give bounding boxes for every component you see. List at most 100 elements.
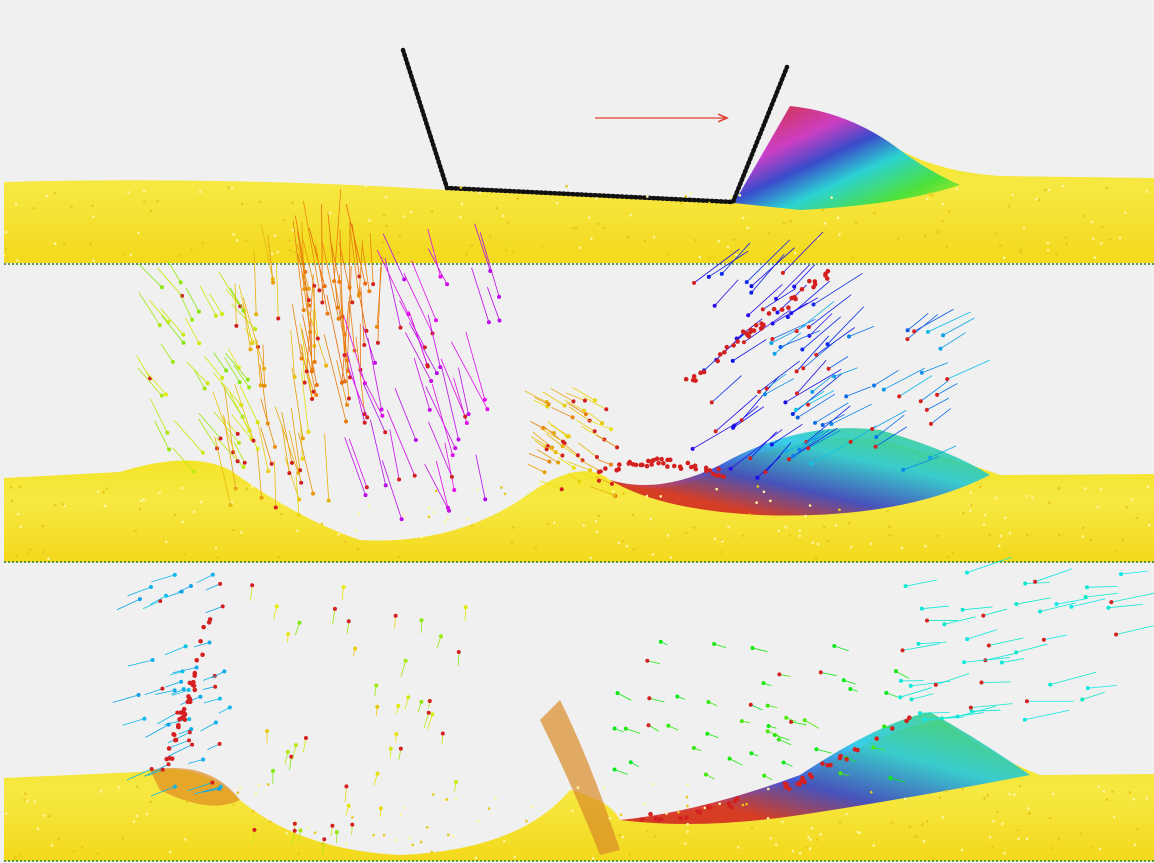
grain bbox=[869, 542, 873, 545]
velocity-vector bbox=[174, 420, 204, 453]
surface-particle bbox=[192, 687, 198, 693]
grain bbox=[804, 845, 808, 849]
particle bbox=[905, 328, 910, 333]
grain bbox=[1052, 792, 1055, 796]
particle bbox=[453, 780, 458, 785]
surface-particle bbox=[649, 462, 654, 467]
velocity-vector bbox=[289, 756, 292, 771]
grain bbox=[890, 821, 894, 824]
particle bbox=[250, 341, 255, 346]
velocity-vector bbox=[843, 679, 856, 685]
velocity-vector bbox=[186, 361, 208, 384]
particle bbox=[728, 466, 733, 471]
velocity-vector bbox=[1111, 592, 1154, 603]
grain bbox=[821, 209, 825, 212]
grain bbox=[925, 820, 929, 823]
grain bbox=[791, 849, 795, 853]
particle bbox=[882, 724, 887, 729]
grain bbox=[297, 852, 300, 855]
velocity-vector bbox=[820, 671, 837, 677]
velocity-vector bbox=[919, 712, 950, 714]
particle bbox=[398, 325, 403, 330]
particle bbox=[298, 468, 303, 473]
particle bbox=[270, 768, 275, 773]
particle bbox=[908, 683, 913, 688]
grain bbox=[356, 547, 360, 551]
velocity-vector bbox=[487, 287, 500, 321]
particle bbox=[218, 436, 223, 441]
velocity-vector bbox=[834, 645, 849, 652]
velocity-vector bbox=[300, 371, 309, 432]
velocity-vector bbox=[799, 430, 824, 450]
particle bbox=[797, 447, 802, 452]
particle bbox=[220, 604, 225, 609]
velocity-vector bbox=[588, 419, 612, 430]
particle bbox=[406, 695, 411, 700]
particle bbox=[190, 742, 195, 747]
velocity-vector bbox=[347, 367, 368, 418]
particle bbox=[170, 359, 175, 364]
velocity-vector bbox=[167, 744, 193, 757]
velocity-vector bbox=[138, 263, 163, 288]
particle bbox=[765, 703, 770, 708]
velocity-vector bbox=[295, 622, 300, 636]
particle bbox=[304, 369, 309, 374]
surface-particle bbox=[717, 352, 723, 357]
particle bbox=[829, 422, 834, 427]
grain bbox=[816, 542, 820, 546]
velocity-vector bbox=[808, 294, 852, 328]
particle bbox=[271, 280, 276, 285]
velocity-vector bbox=[967, 629, 998, 640]
grain bbox=[70, 205, 73, 208]
particle bbox=[1114, 632, 1119, 637]
particle bbox=[242, 460, 247, 465]
velocity-vector bbox=[1108, 604, 1143, 609]
grain bbox=[1057, 837, 1061, 841]
particle bbox=[922, 717, 927, 722]
velocity-vector bbox=[796, 359, 827, 394]
grain bbox=[941, 219, 944, 223]
grain bbox=[923, 234, 927, 237]
particle bbox=[166, 447, 171, 452]
grain bbox=[766, 787, 770, 791]
velocity-vector bbox=[793, 429, 830, 457]
particle bbox=[159, 285, 164, 290]
grain bbox=[1102, 790, 1106, 793]
grain bbox=[1089, 846, 1093, 849]
grain bbox=[397, 555, 401, 559]
velocity-vector bbox=[427, 714, 433, 730]
grain bbox=[782, 222, 786, 225]
velocity-vector bbox=[816, 327, 855, 356]
grain bbox=[684, 531, 688, 535]
particle bbox=[814, 747, 819, 752]
particle bbox=[164, 593, 169, 598]
particle bbox=[312, 360, 317, 365]
velocity-vector bbox=[281, 424, 290, 474]
grain bbox=[836, 216, 840, 220]
particle bbox=[801, 366, 806, 371]
grain bbox=[900, 546, 904, 550]
particle bbox=[303, 736, 308, 741]
grain bbox=[643, 239, 647, 242]
grain bbox=[652, 235, 656, 239]
velocity-vector bbox=[345, 204, 366, 284]
velocity-vector bbox=[803, 342, 835, 369]
surface-particle bbox=[198, 638, 203, 644]
velocity-vector bbox=[905, 579, 937, 587]
grain bbox=[594, 197, 598, 200]
grain bbox=[1051, 846, 1055, 850]
velocity-vector bbox=[911, 693, 934, 700]
grain bbox=[183, 553, 186, 557]
velocity-vector bbox=[752, 647, 768, 652]
particle bbox=[262, 366, 267, 371]
velocity-vector bbox=[302, 200, 320, 291]
grain bbox=[814, 557, 818, 560]
particle bbox=[181, 340, 186, 345]
particle bbox=[703, 772, 708, 777]
grain bbox=[945, 245, 949, 249]
grain bbox=[487, 807, 491, 810]
particle bbox=[253, 327, 258, 332]
surface-particle bbox=[644, 463, 650, 469]
grain bbox=[216, 556, 220, 559]
grain bbox=[982, 523, 986, 527]
